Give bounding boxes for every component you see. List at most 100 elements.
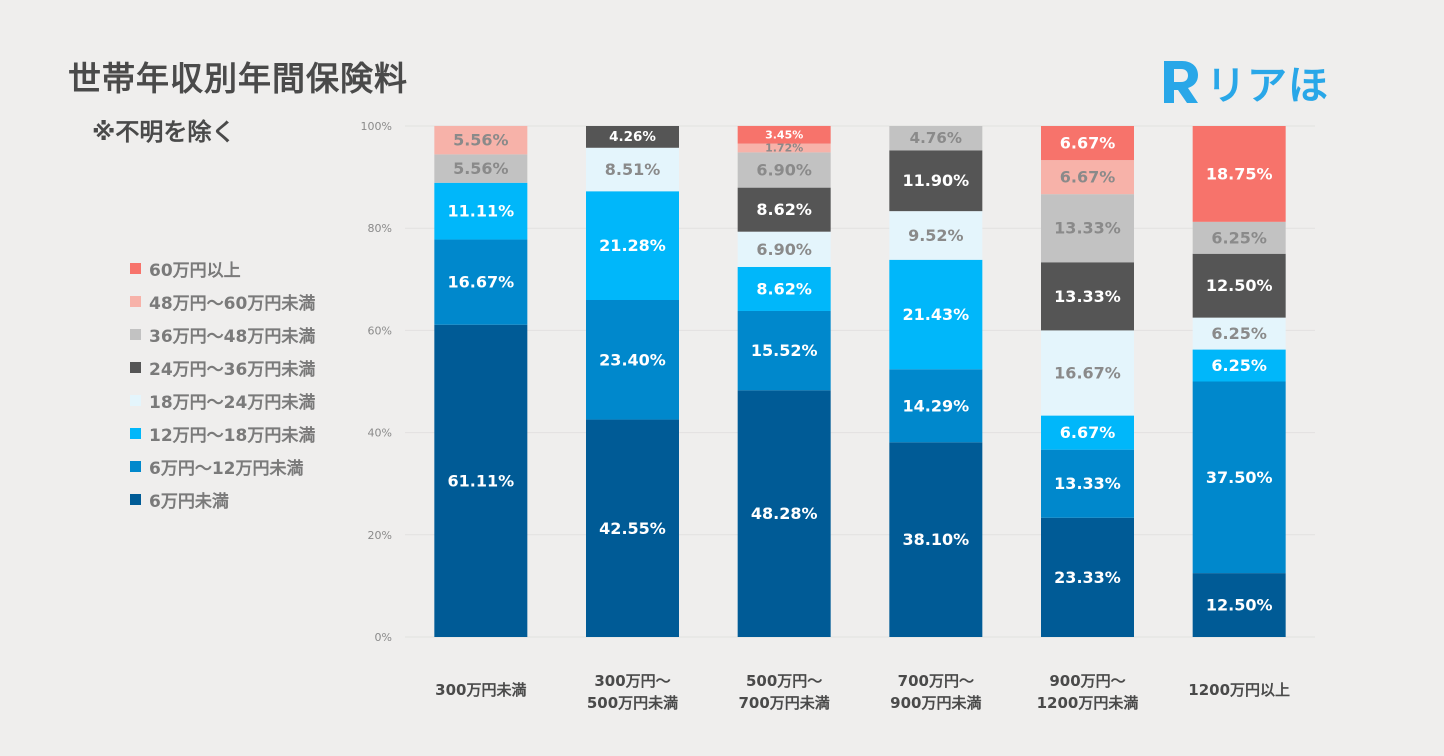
y-tick-label: 80% — [368, 222, 392, 235]
bar-segment — [889, 126, 983, 151]
bar-segment — [1041, 160, 1134, 195]
legend-swatch — [130, 329, 141, 340]
data-label: 23.40% — [599, 350, 666, 369]
data-label: 6.90% — [756, 240, 812, 259]
legend-swatch — [130, 461, 141, 472]
bar-segment — [586, 191, 679, 300]
data-label: 6.90% — [756, 160, 812, 179]
bar-segment — [889, 369, 983, 443]
bar-segment — [1192, 573, 1286, 637]
legend-label: 48万円〜60万円未満 — [149, 294, 316, 314]
x-tick-label: 500万円〜 — [746, 672, 822, 690]
bar-segment — [737, 143, 831, 153]
data-label: 6.67% — [1060, 168, 1116, 187]
bar-segment — [889, 442, 983, 637]
legend-label: 24万円〜36万円未満 — [149, 360, 316, 380]
data-label: 37.50% — [1206, 468, 1273, 487]
data-label: 12.50% — [1206, 276, 1273, 295]
bar-segment — [737, 152, 831, 188]
data-label: 48.28% — [751, 504, 818, 523]
bar-segment — [586, 299, 679, 420]
bar-segment — [434, 182, 528, 240]
data-label: 21.28% — [599, 236, 666, 255]
data-label: 6.25% — [1211, 228, 1267, 247]
bar-segment — [1192, 253, 1286, 318]
bar-segment — [1041, 262, 1134, 331]
data-label: 15.52% — [751, 341, 818, 360]
bar-segment — [586, 126, 679, 148]
logo-r-icon — [1164, 61, 1198, 103]
data-label: 18.75% — [1206, 164, 1273, 183]
legend-label: 60万円以上 — [149, 261, 241, 281]
data-label: 13.33% — [1054, 474, 1121, 493]
legend-item: 48万円〜60万円未満 — [130, 285, 315, 318]
data-label: 6.25% — [1211, 324, 1267, 343]
x-tick-label: 1200万円未満 — [1037, 694, 1139, 712]
legend-swatch — [130, 494, 141, 505]
data-label: 38.10% — [903, 530, 970, 549]
bar-segment — [586, 147, 679, 192]
legend-label: 12万円〜18万円未満 — [149, 426, 316, 446]
bar-segment — [1041, 330, 1134, 416]
brand-logo: リアほ — [1158, 56, 1329, 109]
data-label: 16.67% — [448, 273, 515, 292]
y-tick-label: 20% — [368, 529, 392, 542]
x-tick-label: 1200万円以上 — [1188, 681, 1290, 699]
bar-segment — [1041, 517, 1134, 637]
bar-segment — [1041, 126, 1134, 161]
data-label: 16.67% — [1054, 363, 1121, 382]
bar-segment — [889, 259, 983, 370]
legend-item: 6万円未満 — [130, 483, 315, 516]
bar-segment — [1041, 194, 1134, 263]
bar-segment — [889, 150, 983, 212]
subtitle-note: ※不明を除く — [92, 118, 236, 146]
legend-swatch — [130, 428, 141, 439]
legend-label: 6万円未満 — [149, 492, 229, 512]
data-label: 4.76% — [910, 129, 962, 147]
legend-item: 60万円以上 — [130, 252, 315, 285]
x-tick-label: 300万円未満 — [435, 681, 526, 699]
legend-label: 36万円〜48万円未満 — [149, 327, 316, 347]
legend-item: 18万円〜24万円未満 — [130, 384, 315, 417]
legend-swatch — [130, 296, 141, 307]
bar-segment — [737, 266, 831, 311]
data-label: 3.45% — [765, 128, 803, 141]
data-label: 5.56% — [453, 131, 509, 150]
data-label: 9.52% — [908, 226, 964, 245]
data-label: 6.67% — [1060, 134, 1116, 153]
legend-item: 36万円〜48万円未満 — [130, 318, 315, 351]
bar-segment — [1192, 221, 1286, 254]
y-tick-label: 0% — [375, 631, 392, 644]
data-label: 23.33% — [1054, 568, 1121, 587]
data-label: 8.51% — [605, 160, 661, 179]
bar-segment — [1192, 349, 1286, 382]
x-tick-label: 700万円未満 — [739, 694, 830, 712]
data-label: 61.11% — [448, 471, 515, 490]
bar-segment — [737, 125, 831, 144]
data-label: 11.90% — [903, 171, 970, 190]
legend-item: 24万円〜36万円未満 — [130, 351, 315, 384]
legend-swatch — [130, 362, 141, 373]
legend-label: 18万円〜24万円未満 — [149, 393, 316, 413]
bar-segment — [434, 154, 528, 183]
chart-legend: 60万円以上 48万円〜60万円未満 36万円〜48万円未満 24万円〜36万円未満 1… — [130, 252, 315, 516]
legend-item: 6万円〜12万円未満 — [130, 450, 315, 483]
data-label: 14.29% — [903, 396, 970, 415]
data-label: 13.33% — [1054, 219, 1121, 238]
bar-segment — [434, 324, 528, 637]
bar-segment — [1192, 317, 1286, 350]
x-tick-label: 900万円未満 — [890, 694, 981, 712]
x-tick-label: 300万円〜 — [594, 672, 670, 690]
data-label: 1.72% — [765, 141, 803, 154]
y-tick-label: 60% — [368, 324, 392, 337]
bar-segment — [737, 390, 831, 637]
x-tick-label: 700万円〜 — [898, 672, 974, 690]
bar-segment — [434, 125, 528, 155]
legend-item: 12万円〜18万円未満 — [130, 417, 315, 450]
bar-segment — [889, 211, 983, 260]
data-label: 21.43% — [903, 305, 970, 324]
bar-segment — [1192, 126, 1286, 222]
data-label: 8.62% — [756, 200, 812, 219]
data-label: 13.33% — [1054, 287, 1121, 306]
